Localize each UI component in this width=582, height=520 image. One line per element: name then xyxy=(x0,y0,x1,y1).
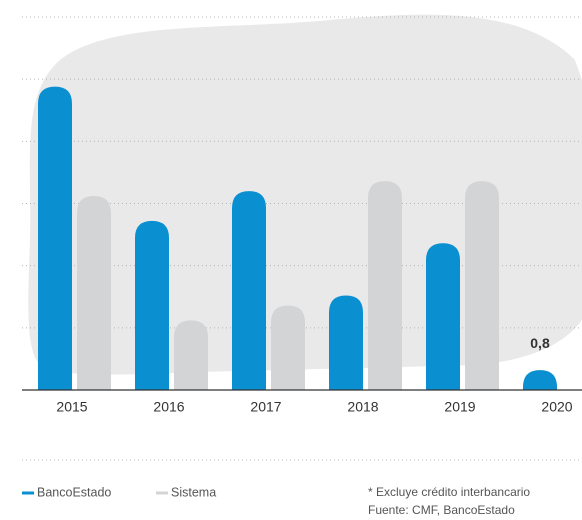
bar xyxy=(368,181,402,390)
x-tick-label: 2017 xyxy=(250,399,281,415)
data-label: 0,8 xyxy=(530,335,550,351)
x-tick-label: 2020 xyxy=(541,399,572,415)
legend-label: BancoEstado xyxy=(37,485,111,499)
legend-label: Sistema xyxy=(171,485,216,499)
bar xyxy=(77,196,111,390)
note: * Excluye crédito interbancario xyxy=(368,485,530,499)
bar xyxy=(523,370,557,390)
x-tick-label: 2016 xyxy=(153,399,184,415)
bar xyxy=(135,220,169,390)
bar xyxy=(426,243,460,390)
x-tick-label: 2018 xyxy=(347,399,378,415)
bar xyxy=(174,320,208,390)
x-tick-label: 2015 xyxy=(56,399,87,415)
bar xyxy=(38,86,72,391)
bar xyxy=(329,295,363,390)
bar xyxy=(232,191,266,390)
bar xyxy=(465,181,499,390)
x-tick-label: 2019 xyxy=(444,399,475,415)
note: Fuente: CMF, BancoEstado xyxy=(368,503,515,517)
bar xyxy=(271,305,305,390)
